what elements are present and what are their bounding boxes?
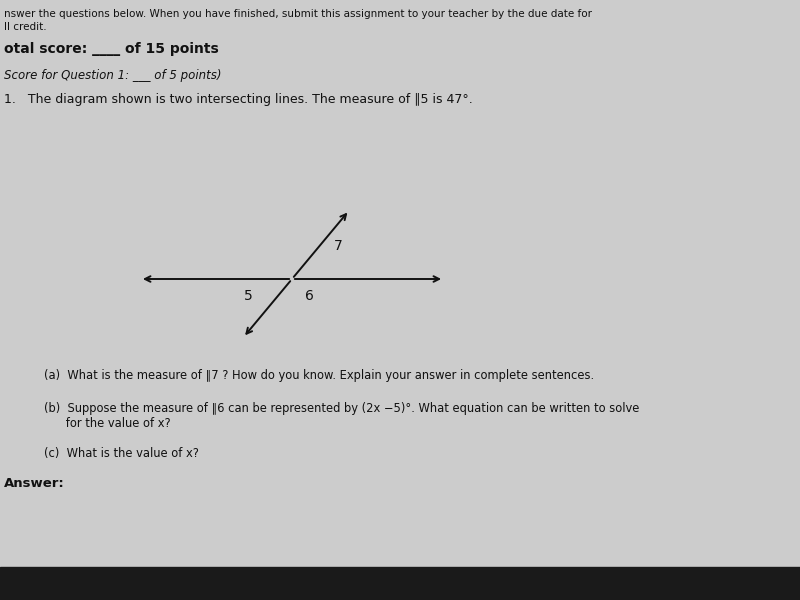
Text: (a)  What is the measure of ∥7 ? How do you know. Explain your answer in complet: (a) What is the measure of ∥7 ? How do y… — [44, 369, 594, 382]
Text: ll credit.: ll credit. — [4, 22, 46, 32]
Text: 1.   The diagram shown is two intersecting lines. The measure of ∥5 is 47°.: 1. The diagram shown is two intersecting… — [4, 93, 473, 106]
Text: 6: 6 — [305, 289, 314, 303]
Text: 5: 5 — [244, 289, 252, 303]
Text: 7: 7 — [334, 239, 342, 253]
Text: Answer:: Answer: — [4, 477, 65, 490]
Text: (c)  What is the value of x?: (c) What is the value of x? — [44, 447, 199, 460]
Text: otal score: ____ of 15 points: otal score: ____ of 15 points — [4, 42, 218, 56]
Bar — [0, 567, 800, 600]
Text: for the value of x?: for the value of x? — [44, 417, 170, 430]
Text: nswer the questions below. When you have finished, submit this assignment to you: nswer the questions below. When you have… — [4, 9, 592, 19]
Text: (b)  Suppose the measure of ∥6 can be represented by (2x −5)°. What equation can: (b) Suppose the measure of ∥6 can be rep… — [44, 402, 639, 415]
Text: Score for Question 1: ___ of 5 points): Score for Question 1: ___ of 5 points) — [4, 69, 222, 82]
